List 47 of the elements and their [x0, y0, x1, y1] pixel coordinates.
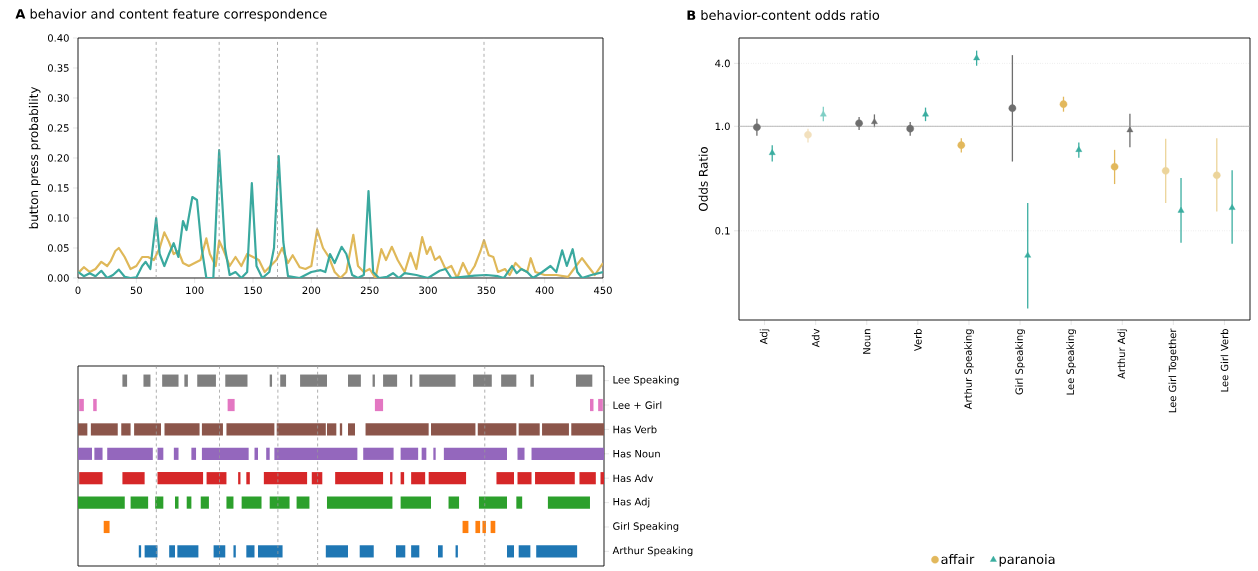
x-tick-label: Adv [811, 328, 820, 348]
y-tick-label: Lee Speaking [613, 375, 679, 386]
x-tick-label: Verb [913, 329, 922, 352]
y-tick-label: 0.1 [715, 227, 730, 235]
chart-title: B behavior-content odds ratio [687, 10, 880, 21]
y-tick-label: 4.0 [715, 59, 730, 68]
x-tick-label: Adj [759, 329, 770, 345]
line-series [78, 149, 603, 278]
x-tick-label: Girl Speaking [1015, 329, 1025, 395]
x-tick-label: 0 [75, 286, 81, 295]
x-tick-label: 350 [477, 286, 496, 295]
x-tick-label: Noun [863, 329, 871, 354]
legend-label: affair [941, 554, 975, 565]
x-tick-label: 300 [419, 286, 437, 295]
x-tick-label: Lee Girl Together [1168, 328, 1179, 413]
y-tick-label: 0.30 [47, 94, 69, 102]
y-tick-label: Has Adj [613, 497, 650, 508]
y-tick-label: Girl Speaking [613, 522, 679, 532]
y-tick-label: 0.25 [47, 124, 69, 132]
x-tick-label: Arthur Adj [1117, 329, 1128, 379]
y-tick-label: 0.00 [47, 274, 69, 282]
x-tick-label: 150 [244, 286, 262, 295]
y-tick-label: 0.10 [47, 214, 69, 222]
x-tick-label: 250 [360, 286, 379, 295]
y-tick-label: 0.15 [47, 184, 69, 192]
x-tick-label: 100 [186, 286, 204, 295]
x-tick-label: 450 [593, 286, 612, 295]
y-axis-title: button press probability [28, 86, 41, 229]
y-tick-label: Arthur Speaking [612, 546, 693, 557]
y-tick-label: 0.40 [47, 34, 69, 42]
y-axis-title: Odds Ratio [698, 147, 708, 211]
x-tick-label: 400 [535, 286, 554, 295]
y-tick-label: Has Verb [613, 425, 657, 434]
x-tick-label: Lee Speaking [1066, 329, 1076, 395]
y-tick-label: Has Adv [613, 474, 654, 483]
y-tick-label: 1.0 [715, 122, 730, 131]
x-tick-label: Arthur Speaking [964, 329, 974, 410]
y-tick-label: 0.20 [47, 154, 69, 162]
chart-title: A behavior and content feature correspondence [15, 8, 327, 22]
y-tick-label: 0.35 [47, 64, 69, 72]
x-tick-label: 200 [302, 286, 321, 295]
y-tick-label: 0.05 [47, 244, 69, 252]
x-tick-label: Lee Girl Verb [1220, 329, 1229, 392]
y-tick-label: Lee + Girl [613, 401, 662, 409]
legend-label: paranoia [999, 554, 1055, 567]
x-tick-label: 50 [130, 286, 143, 295]
y-tick-label: Has Noun [613, 450, 660, 458]
